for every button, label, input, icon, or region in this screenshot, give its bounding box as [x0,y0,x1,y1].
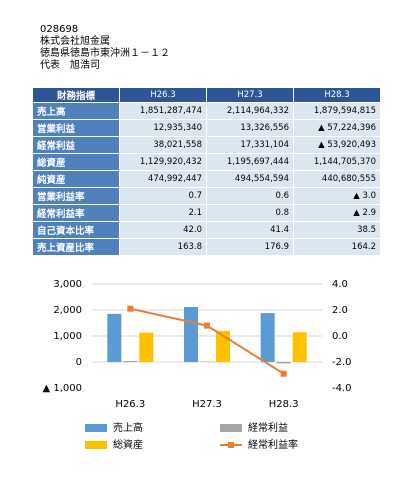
table-row: 経常利益 38,021,558 17,331,104 ▲ 53,920,493 [32,136,381,154]
legend-label: 経常利益率 [248,438,298,451]
cell: ▲ 2.9 [293,204,381,222]
y-tick-label: 0 [76,357,82,368]
row-label: 営業利益 [32,119,120,137]
table-row: 売上資産比率 163.8 176.9 164.2 [32,238,381,256]
company-address: 徳島県徳島市東沖洲１－１２ [40,48,170,59]
bar [139,332,154,362]
cell: 2,114,964,332 [206,102,294,120]
bar [184,307,198,362]
legend-swatch [85,424,107,432]
table-row: 経常利益率 2.1 0.8 ▲ 2.9 [32,204,381,222]
bar [276,362,291,364]
row-label: 自己資本比率 [32,221,120,239]
legend-swatch [220,424,242,432]
row-label: 売上高 [32,102,120,120]
bar [260,313,275,362]
cell: ▲ 53,920,493 [293,136,381,154]
cell: H26.3 [119,87,207,103]
company-info: 028698 株式会社旭金属 徳島県徳島市東沖洲１－１２ 代表 旭浩司 [40,24,170,72]
bar [123,361,138,362]
row-label: 純資産 [32,170,120,188]
cell: 1,144,705,370 [293,153,381,171]
cell: 176.9 [206,238,294,256]
company-name: 株式会社旭金属 [40,36,110,47]
y-tick-label: ▲ 1,000 [43,383,83,394]
cell: 12,935,340 [119,119,207,137]
cell: H28.3 [293,87,381,103]
company-code: 028698 [40,24,79,35]
cell: ▲ 57,224,396 [293,119,381,137]
y2-tick-label: 2.0 [332,305,348,316]
cell: 164.2 [293,238,381,256]
x-tick-label: H27.3 [192,399,222,410]
cell: 0.7 [119,187,207,205]
legend-swatch [228,442,234,448]
y-tick-label: 1,000 [53,331,82,342]
cell: 42.0 [119,221,207,239]
bar [107,313,122,362]
x-tick-label: H28.3 [269,399,299,410]
company-representative: 代表 旭浩司 [40,60,100,71]
financial-table: 財務指標 H26.3 H27.3 H28.3 売上高 1,851,287,474 2,114… [32,87,381,256]
table-row: 総資産 1,129,920,432 1,195,697,444 1,144,705,3… [32,153,381,171]
x-tick-label: H26.3 [115,399,145,410]
table-row: 純資産 474,992,447 494,554,594 440,680,555 [32,170,381,188]
row-label: 売上資産比率 [32,238,120,256]
y-tick-label: 3,000 [53,279,82,290]
legend-label: 総資産 [113,438,143,451]
bar [292,332,307,362]
row-label: 財務指標 [32,87,120,103]
line-marker [204,322,210,329]
y2-tick-label: 4.0 [332,279,348,290]
cell: 440,680,555 [293,170,381,188]
legend-label: 売上高 [113,421,143,434]
y2-tick-label: 0.0 [332,331,348,342]
legend-label: 経常利益 [248,421,288,434]
line-marker [280,370,287,377]
cell: 494,554,594 [206,170,294,188]
y2-tick-label: -4.0 [332,383,352,394]
legend-swatch [85,441,107,449]
cell: 1,195,697,444 [206,153,294,171]
cell: 163.8 [119,238,207,256]
y-tick-label: 2,000 [53,305,82,316]
cell: ▲ 3.0 [293,187,381,205]
line-marker [127,305,134,312]
table-row: 営業利益 12,935,340 13,326,556 ▲ 57,224,396 [32,119,381,137]
cell: 38.5 [293,221,381,239]
table-row: 自己資本比率 42.0 41.4 38.5 [32,221,381,239]
cell: 17,331,104 [206,136,294,154]
y2-tick-label: -2.0 [332,357,352,368]
